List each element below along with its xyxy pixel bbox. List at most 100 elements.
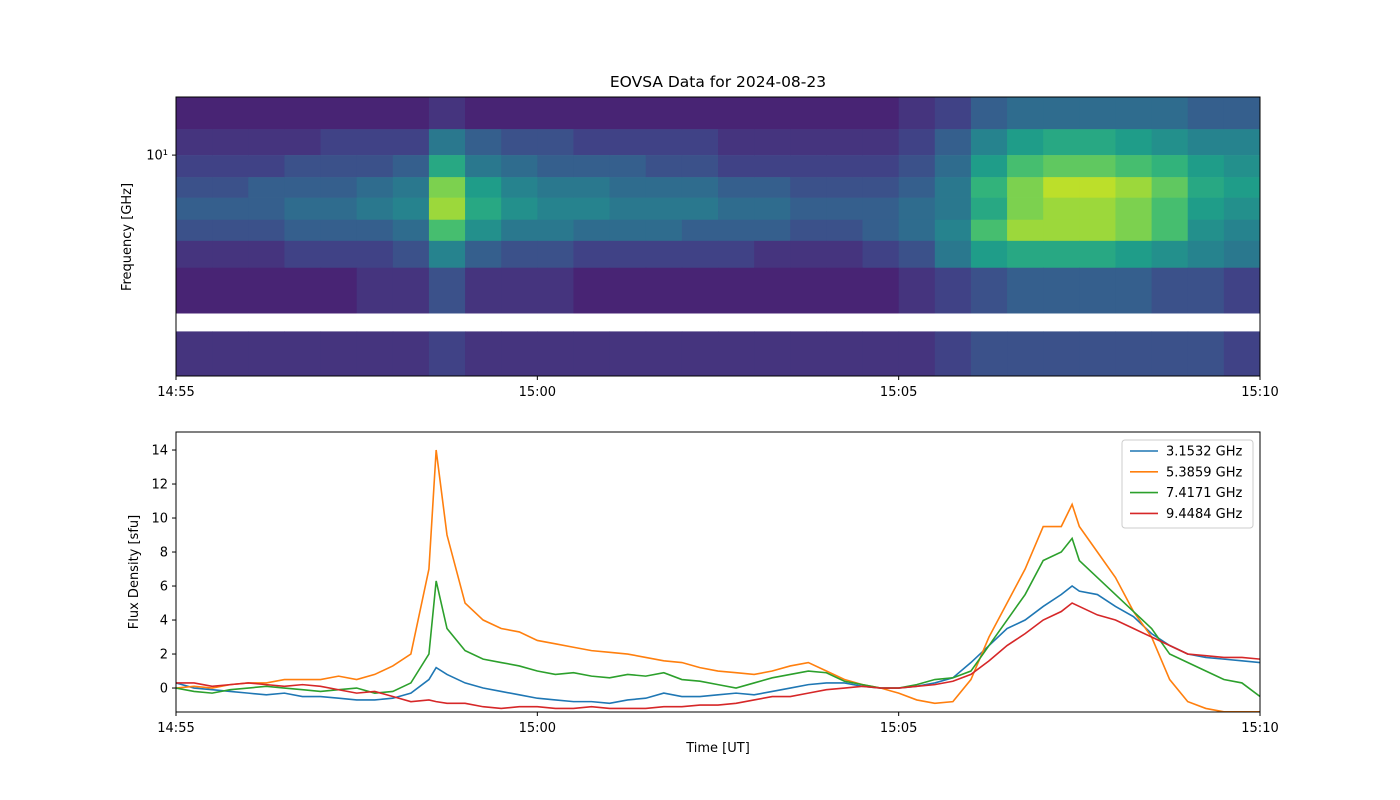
heatmap-cell	[320, 97, 358, 130]
heatmap-cell	[248, 219, 285, 242]
heatmap-cell	[176, 267, 213, 314]
heatmap-cell	[428, 97, 466, 130]
heatmap-cell	[248, 129, 285, 156]
heatmap-cell	[1043, 177, 1080, 198]
data-line	[176, 536, 1260, 698]
heatmap-cell	[790, 197, 827, 221]
heatmap-cell	[1223, 240, 1260, 269]
heatmap-cell	[898, 177, 936, 198]
heatmap-cell	[1151, 97, 1189, 130]
heatmap-cell	[428, 267, 466, 314]
heatmap-cell	[501, 129, 538, 156]
heatmap-cell	[465, 97, 502, 130]
heatmap-cell	[1043, 97, 1080, 130]
heatmap-cell	[754, 97, 791, 130]
heatmap-cell	[1007, 97, 1044, 130]
heatmap-cell	[754, 331, 791, 376]
heatmap-cell	[754, 219, 791, 242]
heatmap-cell	[681, 129, 719, 156]
heatmap-cell	[356, 240, 394, 269]
heatmap-cell	[1151, 267, 1189, 314]
heatmap-cell	[248, 267, 285, 314]
heatmap-cell	[862, 129, 900, 156]
heatmap-cell	[501, 197, 538, 221]
heatmap-cell	[1007, 240, 1044, 269]
heatmap-cell	[790, 240, 827, 269]
heatmap-cell	[826, 240, 864, 269]
data-line	[176, 585, 1260, 705]
heatmap-cell	[501, 331, 538, 376]
heatmap-cell	[465, 129, 502, 156]
heatmap-cell	[934, 331, 972, 376]
heatmap-cell	[212, 219, 249, 242]
heatmap-cell	[970, 240, 1008, 269]
heatmap-cell	[428, 177, 466, 198]
heatmap-cell	[1007, 219, 1044, 242]
heatmap-cell	[1079, 177, 1116, 198]
heatmap-cell	[176, 129, 213, 156]
heatmap-cell	[212, 240, 249, 269]
heatmap-cell	[1115, 219, 1153, 242]
heatmap-cell	[176, 219, 213, 242]
heatmap-cell	[1043, 197, 1080, 221]
heatmap-cell	[609, 129, 647, 156]
x-tick-label: 14:55	[157, 385, 194, 400]
heatmap-cell	[320, 331, 358, 376]
y-tick-label: 10¹	[146, 149, 168, 164]
heatmap-cell	[1187, 129, 1225, 156]
heatmap-cell	[1115, 240, 1153, 269]
heatmap-cell	[320, 155, 358, 178]
heatmap-cell	[970, 177, 1008, 198]
heatmap-cell	[284, 219, 322, 242]
heatmap-cell	[826, 219, 864, 242]
heatmap-cell	[320, 219, 358, 242]
heatmap-cell	[934, 177, 972, 198]
heatmap-cell	[428, 129, 466, 156]
y-tick-label: 14	[151, 444, 168, 459]
heatmap-cell	[320, 240, 358, 269]
heatmap-cell	[537, 197, 574, 221]
legend-label: 3.1532 GHz	[1166, 445, 1242, 460]
heatmap-cell	[826, 331, 864, 376]
heatmap-cell	[1223, 197, 1260, 221]
heatmap-cell	[934, 129, 972, 156]
heatmap-cell	[898, 240, 936, 269]
heatmap-cell	[573, 129, 611, 156]
heatmap-cell	[681, 267, 719, 314]
heatmap-cell	[609, 177, 647, 198]
heatmap-cell	[862, 155, 900, 178]
data-line	[176, 449, 1260, 712]
heatmap-cell	[862, 219, 900, 242]
heatmap-cell	[1151, 155, 1189, 178]
heatmap-cell	[1007, 129, 1044, 156]
heatmap-cell	[537, 155, 574, 178]
heatmap-cell	[898, 197, 936, 221]
heatmap-cell	[392, 129, 430, 156]
heatmap-cell	[248, 177, 285, 198]
y-axis-label: Frequency [GHz]	[120, 183, 135, 291]
heatmap-cell	[645, 155, 683, 178]
heatmap-cell	[970, 97, 1008, 130]
heatmap-cell	[754, 240, 791, 269]
heatmap-cell	[898, 219, 936, 242]
heatmap-cell	[1187, 240, 1225, 269]
heatmap-cell	[718, 267, 755, 314]
x-tick-label: 15:05	[880, 385, 917, 400]
heatmap-cell	[284, 331, 322, 376]
heatmap-cell	[862, 177, 900, 198]
heatmap-cell	[934, 97, 972, 130]
heatmap-cell	[645, 267, 683, 314]
heatmap-cell	[212, 129, 249, 156]
heatmap-cell	[1115, 331, 1153, 376]
heatmap-cell	[1151, 197, 1189, 221]
heatmap-cell	[898, 97, 936, 130]
heatmap-cell	[356, 155, 394, 178]
heatmap-cell	[934, 155, 972, 178]
heatmap-cell	[573, 155, 611, 178]
heatmap-cell	[1223, 331, 1260, 376]
x-axis-label: Time [UT]	[685, 741, 750, 756]
heatmap-cell	[392, 177, 430, 198]
heatmap-cell	[356, 267, 394, 314]
heatmap-cell	[898, 267, 936, 314]
heatmap-cell	[1223, 97, 1260, 130]
